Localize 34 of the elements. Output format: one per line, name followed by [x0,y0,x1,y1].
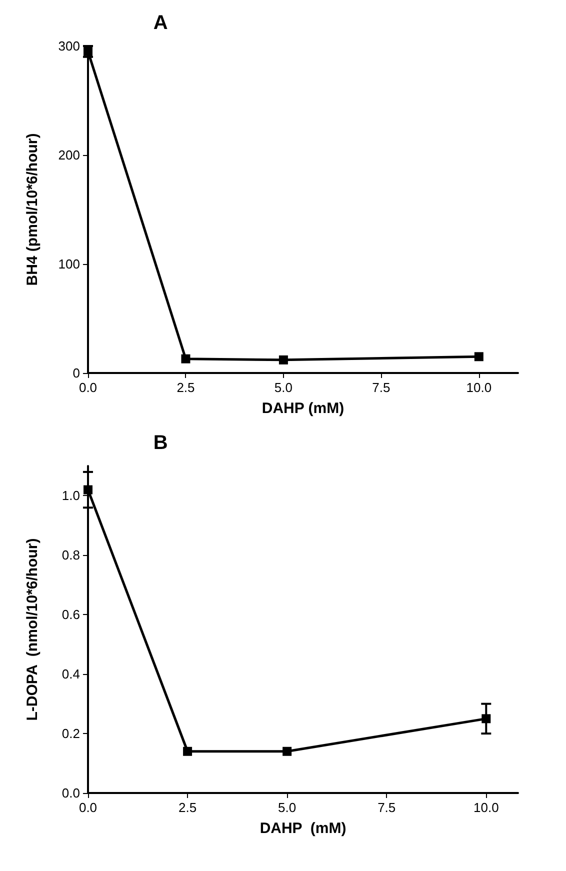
y-axis-title: L-DOPA (nmol/10*6/hour) [24,538,41,721]
y-tick-label: 300 [58,38,80,54]
chart-title: A [153,12,168,34]
point [482,714,491,724]
x-tick-label: 0.0 [78,380,98,395]
point [84,46,92,56]
y-tick-label: 100 [58,256,80,272]
x-tick-label: 2.5 [178,800,197,815]
y-tick-label: 0 [72,366,80,380]
x-tick-label: 10.0 [473,800,499,815]
y-tick-label: 0.0 [62,786,80,800]
chart-title: B [153,432,168,454]
x-tick-label: 7.5 [378,800,396,815]
point [183,746,192,756]
y-tick-label: 0.2 [62,726,80,742]
y-tick-label: 1.0 [62,488,80,504]
point [278,355,288,364]
x-tick-label: 10.0 [466,380,492,395]
x-axis-title: DAHP (mM) [260,820,346,837]
x-tick-label: 7.5 [372,380,390,395]
x-tick-label: 2.5 [176,380,195,395]
y-axis-title: BH4 (pmol/10*6/hour) [24,133,41,286]
x-axis-title: DAHP (mM) [262,400,344,417]
point [282,746,292,756]
point [181,354,190,364]
y-tick-label: 0.4 [62,666,80,682]
x-tick-label: 5.0 [278,800,296,815]
y-tick-label: 200 [58,148,80,162]
x-tick-label: 5.0 [274,380,292,395]
y-tick-label: 0.6 [62,607,80,622]
y-tick-label: 0.8 [62,548,80,563]
point [474,352,484,362]
x-tick-label: 0.0 [78,800,98,815]
point [84,485,92,494]
